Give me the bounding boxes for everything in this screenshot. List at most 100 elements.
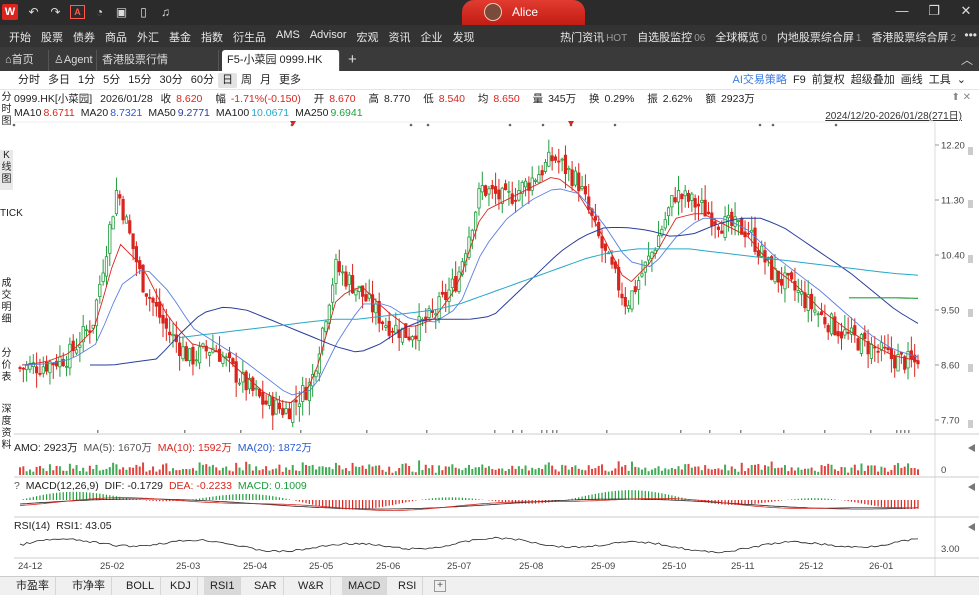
chat-icon[interactable]: ◔ <box>95 5 104 19</box>
chevron-up-icon[interactable]: ︿ <box>960 53 973 67</box>
menu-item[interactable]: 开始 <box>9 32 31 44</box>
close-icon[interactable]: ✕ <box>960 3 972 18</box>
tab-stock-0999[interactable]: F5-小菜园 0999.HK <box>222 50 340 71</box>
candle-body <box>274 399 278 415</box>
view-tab-kline[interactable]: K线图 <box>0 150 13 190</box>
add-indicator-button[interactable]: + <box>434 580 446 592</box>
macd-bar <box>235 494 237 500</box>
amo-bar <box>571 466 574 475</box>
bell-icon[interactable]: ♫ <box>161 5 170 19</box>
redo-icon[interactable]: ↷ <box>50 5 61 19</box>
view-tab-trades[interactable]: 成交明细 <box>0 278 13 330</box>
indicator-tab[interactable]: 市净率 <box>66 577 112 595</box>
menu-item[interactable]: 发现 <box>452 32 475 44</box>
menu-item[interactable]: 债券 <box>73 32 95 44</box>
view-tab-price-dist[interactable]: 分价表 <box>0 348 13 388</box>
indicator-tab[interactable]: BOLL <box>120 577 162 595</box>
indicator-tab[interactable]: SAR <box>248 577 284 595</box>
menu-item[interactable]: AMS <box>276 29 300 41</box>
event-marker <box>834 123 838 127</box>
view-tab-depth[interactable]: 深度资料 <box>0 404 13 464</box>
candle-body <box>138 260 142 270</box>
amo-bar <box>378 465 381 475</box>
candle-body <box>720 230 724 234</box>
macd-bar <box>777 500 779 501</box>
tools-button[interactable]: 工具 <box>928 74 951 86</box>
panel-up-icon[interactable]: ⬆ <box>951 92 960 103</box>
menu-item[interactable]: 资讯 <box>388 32 411 44</box>
candle-body <box>267 395 272 406</box>
menu-item[interactable]: 指数 <box>201 32 223 44</box>
quick-menu-item[interactable]: 内地股票综合屏 1 <box>772 29 867 45</box>
indicator-tab[interactable]: KDJ <box>164 577 198 595</box>
indicator-tab[interactable]: RSI <box>392 577 424 595</box>
panel-close-icon[interactable]: ✕ <box>962 92 971 103</box>
period-option[interactable]: 周 <box>241 74 252 86</box>
menu-item[interactable]: 宏观 <box>356 32 379 44</box>
menu-item[interactable]: 股票 <box>41 32 63 44</box>
draw-line-button[interactable]: 画线 <box>900 74 923 86</box>
amo-bar <box>694 466 697 475</box>
ai-strategy-button[interactable]: AI交易策略 <box>732 74 787 86</box>
indicator-tab[interactable]: W&R <box>292 577 331 595</box>
amo-bar <box>444 466 447 475</box>
quick-menu-item[interactable]: 自选股监控 06 <box>632 29 710 45</box>
period-option[interactable]: 5分 <box>103 74 121 86</box>
undo-icon[interactable]: ↶ <box>28 5 39 19</box>
font-a-icon[interactable]: A <box>70 5 85 19</box>
period-option[interactable]: 1分 <box>78 74 96 86</box>
chevron-down-icon[interactable]: ⌄ <box>956 74 966 86</box>
adjust-button[interactable]: 前复权 <box>811 74 845 86</box>
overlay-button[interactable]: 超级叠加 <box>850 74 895 86</box>
f9-button[interactable]: F9 <box>792 74 806 86</box>
period-option[interactable]: 30分 <box>159 74 183 86</box>
menu-item[interactable]: 商品 <box>105 32 127 44</box>
add-tab-button[interactable]: + <box>348 51 357 68</box>
amount-value: 2923万 <box>720 93 755 105</box>
menu-item[interactable]: 企业 <box>420 32 443 44</box>
bottom-marker <box>366 430 368 433</box>
right-scrollbar[interactable] <box>969 90 979 576</box>
period-option[interactable]: 日 <box>218 73 237 88</box>
period-option[interactable]: 更多 <box>279 74 301 86</box>
amo-bar <box>398 467 401 475</box>
macd-bar <box>614 490 616 500</box>
view-tab-intraday[interactable]: 分时图 <box>0 92 13 142</box>
macd-bar <box>272 496 274 500</box>
help-icon[interactable]: ? <box>14 480 20 492</box>
indicator-tab[interactable]: 市盈率 <box>10 577 56 595</box>
period-option[interactable]: 分时 <box>18 74 40 86</box>
more-menu-button[interactable]: ••• <box>964 28 977 42</box>
period-option[interactable]: 多日 <box>48 74 70 86</box>
candle-body <box>141 264 145 293</box>
indicator-tab[interactable]: MACD <box>342 577 388 595</box>
tab-hk-quotes[interactable]: 香港股票行情 <box>97 50 219 71</box>
minimize-icon[interactable]: — <box>895 3 909 18</box>
date-range[interactable]: 2024/12/20-2026/01/28(271日) <box>825 111 962 122</box>
indicator-tab[interactable]: RSI1 <box>204 577 242 595</box>
quick-menu-item[interactable]: 香港股票综合屏 2 <box>866 29 961 45</box>
tab-agent[interactable]: ♙Agent <box>49 50 97 71</box>
view-tab-tick[interactable]: TICK <box>0 208 23 268</box>
candle-body <box>161 315 165 324</box>
period-option[interactable]: 60分 <box>190 74 214 86</box>
clipboard-icon[interactable]: ▯ <box>140 5 147 19</box>
menu-item[interactable]: 基金 <box>169 32 191 44</box>
tab-home[interactable]: ⌂首页 <box>0 50 49 71</box>
candle-body <box>430 310 435 313</box>
user-badge[interactable]: Alice <box>462 0 585 25</box>
menu-item[interactable]: Advisor <box>309 29 347 41</box>
quick-menu-label: 热门资讯 <box>560 32 605 44</box>
restore-icon[interactable]: ❐ <box>928 3 940 18</box>
period-option[interactable]: 月 <box>260 74 271 86</box>
ma-label: MA100 <box>215 107 250 119</box>
menu-item[interactable]: 外汇 <box>137 32 159 44</box>
macd-bar <box>431 498 434 500</box>
macd-bar <box>242 493 244 500</box>
monitor-icon[interactable]: ▣ <box>115 5 128 19</box>
period-option[interactable]: 15分 <box>128 74 152 86</box>
macd-bar <box>907 500 909 510</box>
quick-menu-item[interactable]: 热门资讯 HOT <box>555 29 632 45</box>
menu-item[interactable]: 衍生品 <box>233 32 266 44</box>
quick-menu-item[interactable]: 全球概览 0 <box>710 29 772 45</box>
